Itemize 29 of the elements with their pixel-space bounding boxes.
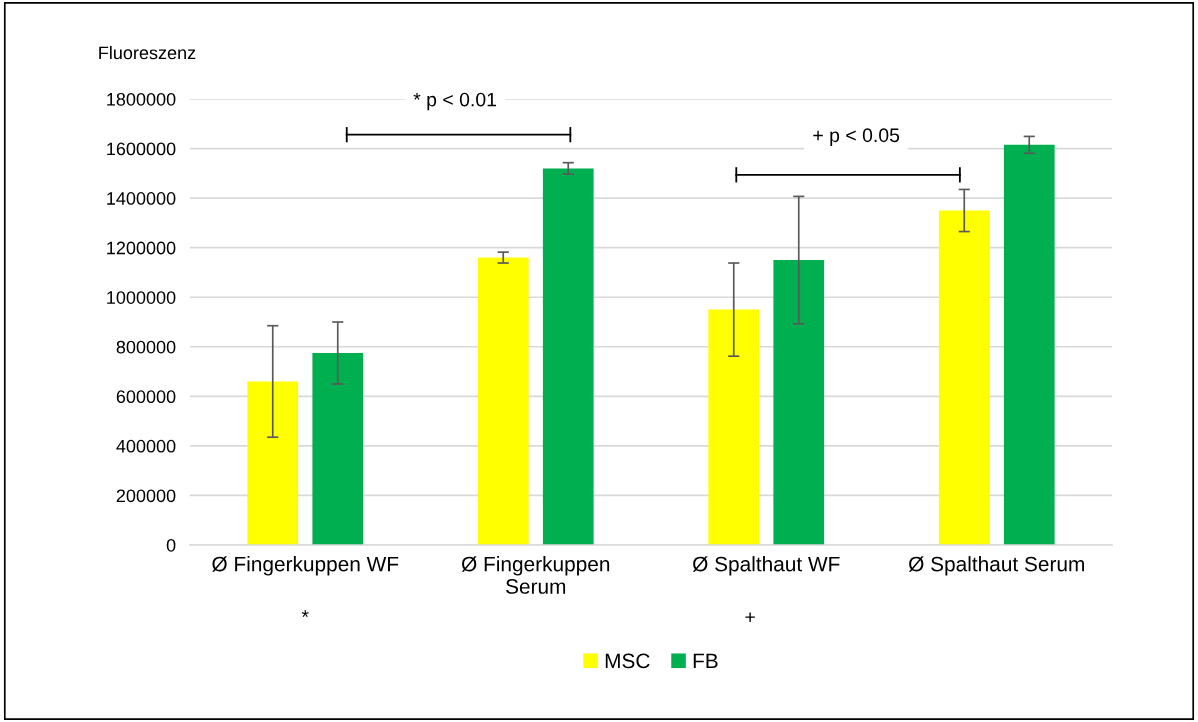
bar (938, 210, 990, 545)
text: * (301, 610, 309, 618)
text: + (745, 612, 755, 622)
legend-label: FB (693, 653, 718, 669)
y-tick-label: 1800000 (107, 92, 176, 106)
x-tick-label: Ø Spalthaut Serum (908, 556, 1084, 576)
y-tick-label: 600000 (116, 390, 176, 404)
bar (312, 352, 364, 545)
annotation: * p < 0.01 (413, 92, 497, 111)
bar (247, 381, 299, 545)
x-tick-label: Ø Spalthaut WF (692, 556, 840, 576)
bar (773, 260, 825, 545)
bar (477, 257, 529, 545)
annotation: + p < 0.05 (813, 128, 900, 146)
x-tick-label: Ø Fingerkuppen Serum (461, 556, 610, 594)
legend-label: MSC (605, 653, 650, 669)
y-tick-label: 800000 (116, 340, 176, 354)
y-tick-label: 0 (166, 538, 176, 552)
bar (542, 168, 594, 545)
y-tick-label: 1400000 (107, 192, 176, 205)
x-tick-label: Ø Fingerkuppen WF (212, 556, 399, 576)
y-tick-label: 200000 (116, 489, 176, 503)
y-tick-label: 1000000 (107, 291, 176, 304)
bar (708, 309, 760, 545)
bar (1003, 144, 1055, 545)
y-tick-label: 1200000 (107, 241, 176, 255)
y-axis-title: Fluoreszenz (99, 45, 196, 60)
y-tick-label: 400000 (116, 439, 176, 453)
y-tick-label: 1600000 (107, 142, 176, 156)
